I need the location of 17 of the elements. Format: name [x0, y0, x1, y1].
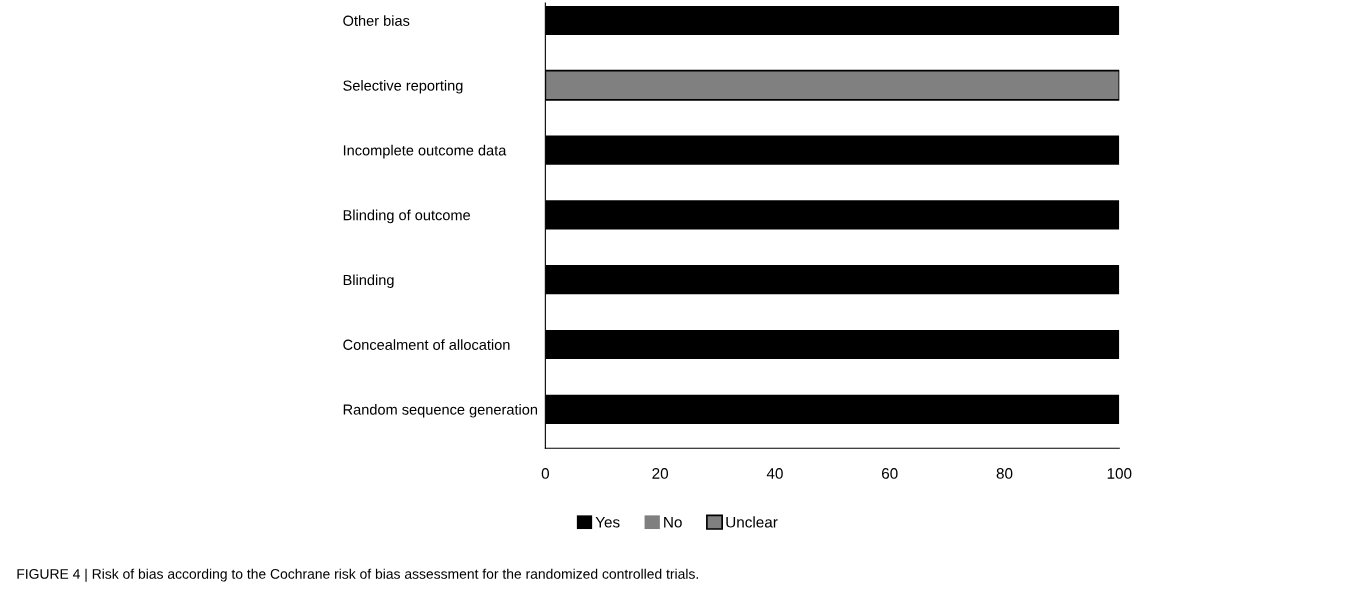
- x-tick-label: 60: [881, 468, 898, 479]
- x-tick-label: 40: [766, 468, 783, 479]
- x-tick-label: 0: [541, 468, 550, 479]
- y-tick-label: Selective reporting: [343, 80, 463, 94]
- x-tick-label: 20: [652, 468, 669, 479]
- y-tick-label: Other bias: [343, 15, 410, 26]
- y-tick-label: Concealment of allocation: [343, 339, 510, 350]
- y-tick-label: Blinding of outcome: [343, 209, 471, 224]
- legend-label: Unclear: [726, 516, 778, 528]
- y-tick-label: Blinding: [343, 274, 394, 289]
- caption: FIGURE 4 | Risk of bias according to the Cochrane risk of bias assessment for the randomized controlled trials.: [17, 568, 698, 582]
- legend-label: Yes: [595, 516, 620, 528]
- legend-label: No: [664, 516, 682, 528]
- y-tick-label: Incomplete outcome data: [343, 144, 507, 159]
- x-tick-label: 80: [996, 468, 1013, 479]
- y-tick-label: Random sequence generation: [343, 404, 538, 418]
- x-tick-label: 100: [1107, 468, 1132, 479]
